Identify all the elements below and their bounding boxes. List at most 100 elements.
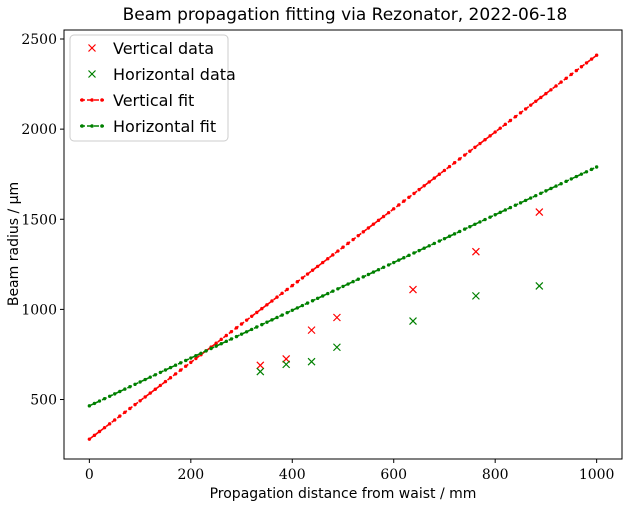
fit-point xyxy=(326,257,330,261)
legend-dot xyxy=(90,98,94,102)
fit-point xyxy=(239,332,244,336)
marker-stroke xyxy=(332,313,341,322)
fit-point xyxy=(579,172,584,176)
fit-point xyxy=(468,225,472,229)
fit-point xyxy=(290,283,294,288)
fit-point xyxy=(97,429,102,434)
fit-point xyxy=(229,337,234,341)
fit-point xyxy=(539,191,543,195)
fit-point xyxy=(554,84,558,88)
fit-point xyxy=(138,380,142,384)
fit-point xyxy=(305,272,310,276)
fit-point xyxy=(214,344,218,348)
fit-point xyxy=(133,402,137,407)
fit-point xyxy=(457,157,462,161)
fit-point xyxy=(107,394,112,398)
fit-point xyxy=(265,303,269,307)
x-tick-label: 200 xyxy=(177,467,204,483)
fit-point xyxy=(397,203,401,207)
fit-point xyxy=(290,308,294,312)
x-tick-label: 400 xyxy=(279,467,306,483)
fit-point xyxy=(539,95,543,100)
marker-stroke xyxy=(256,367,265,376)
fit-point xyxy=(473,145,477,150)
x-tick-label: 0 xyxy=(85,467,94,483)
fit-point xyxy=(204,349,208,353)
fit-point xyxy=(569,177,573,181)
fit-point xyxy=(508,205,513,210)
fit-point xyxy=(554,184,558,188)
fit-point xyxy=(422,184,426,188)
fit-point xyxy=(371,222,376,226)
fit-point xyxy=(244,318,249,322)
fit-point xyxy=(244,330,249,334)
fit-point xyxy=(493,130,497,134)
fit-point xyxy=(143,377,147,382)
legend-dot xyxy=(100,124,104,128)
marker-stroke xyxy=(256,361,265,370)
fit-point xyxy=(544,189,548,193)
fit-point xyxy=(234,334,239,339)
fit-point xyxy=(224,339,229,344)
fit-point xyxy=(534,99,538,104)
legend-dot xyxy=(100,98,104,102)
y-tick-label: 1000 xyxy=(21,302,57,318)
fit-point xyxy=(275,315,279,320)
fit-point xyxy=(498,210,502,215)
fit-point xyxy=(173,372,178,376)
fit-point xyxy=(321,294,325,298)
data-point xyxy=(471,247,480,256)
fit-point xyxy=(417,187,421,192)
fit-point xyxy=(356,277,360,281)
fit-point xyxy=(305,301,310,305)
fit-point xyxy=(392,260,396,265)
fit-point xyxy=(412,251,416,255)
marker-stroke xyxy=(409,317,417,326)
fit-point xyxy=(138,399,142,403)
fit-point xyxy=(295,280,300,284)
marker-stroke xyxy=(409,285,417,294)
fit-point xyxy=(412,191,416,196)
y-tick-label: 2000 xyxy=(21,122,57,138)
fit-point xyxy=(300,276,305,280)
fit-point xyxy=(158,383,163,388)
fit-point xyxy=(544,91,548,96)
marker-stroke xyxy=(535,282,544,290)
legend-marker xyxy=(88,44,96,52)
fit-point xyxy=(523,107,528,111)
legend-label: Horizontal fit xyxy=(113,117,216,136)
data-point xyxy=(471,291,480,300)
fit-point xyxy=(559,182,563,186)
y-tick-label: 2500 xyxy=(21,32,57,48)
fit-point xyxy=(559,80,563,84)
fit-point xyxy=(285,310,289,315)
marker-stroke xyxy=(471,291,480,300)
fit-point xyxy=(381,265,386,270)
fit-point xyxy=(209,346,213,351)
fit-point xyxy=(194,356,198,361)
fit-point xyxy=(102,396,107,401)
fit-point xyxy=(478,141,482,146)
fit-point xyxy=(366,272,371,277)
fit-point xyxy=(528,103,533,107)
fit-point xyxy=(549,186,553,191)
fit-point xyxy=(447,164,452,169)
data-point xyxy=(535,282,544,290)
fit-point xyxy=(371,270,376,274)
fit-point xyxy=(508,118,513,123)
fit-point xyxy=(275,295,279,299)
fit-point xyxy=(564,179,568,184)
fit-point xyxy=(493,213,497,217)
fit-point xyxy=(594,165,599,169)
fit-point xyxy=(265,320,269,324)
fit-point xyxy=(346,282,350,286)
fit-point xyxy=(173,363,178,367)
fit-point xyxy=(478,220,482,224)
fit-point xyxy=(87,437,92,441)
fit-point xyxy=(270,318,274,322)
y-tick-label: 500 xyxy=(30,393,57,409)
fit-point xyxy=(361,275,365,279)
marker-stroke xyxy=(535,208,544,216)
data-point xyxy=(256,367,265,376)
fit-point xyxy=(87,404,92,408)
